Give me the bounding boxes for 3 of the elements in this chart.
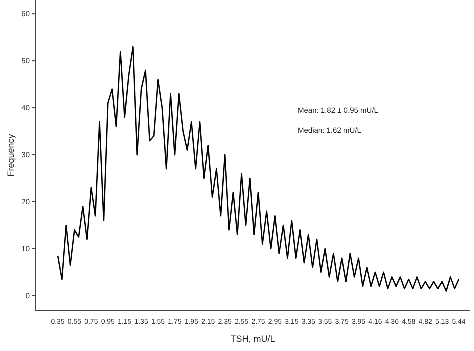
x-axis-title: TSH, mU/L bbox=[230, 334, 276, 344]
y-axis-title: Frequency bbox=[6, 134, 16, 177]
line-series bbox=[57, 46, 460, 292]
